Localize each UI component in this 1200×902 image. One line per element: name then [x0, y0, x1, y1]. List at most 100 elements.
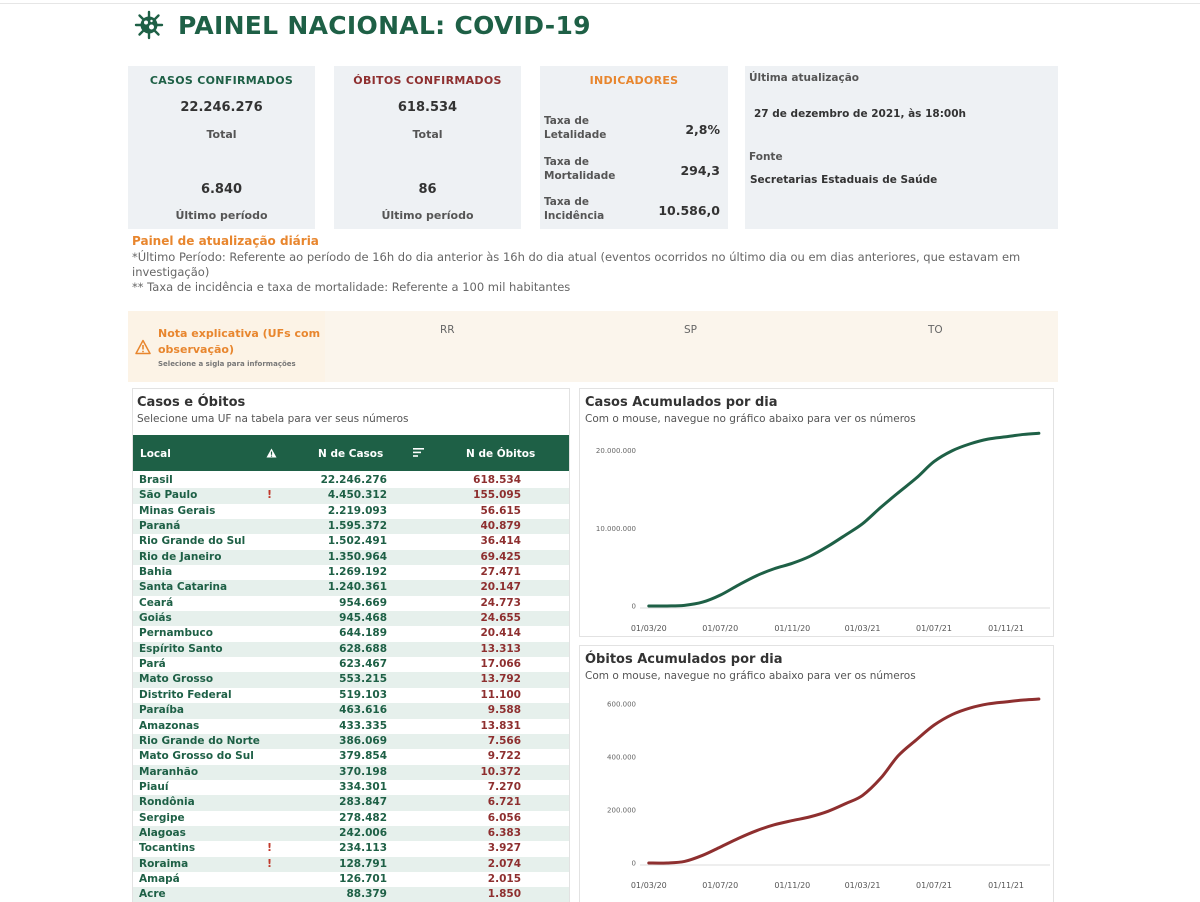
row-local: Rio Grande do Sul [139, 535, 246, 548]
header-cases[interactable]: N de Casos [318, 448, 384, 460]
row-local: Pernambuco [139, 627, 213, 640]
y-tick-label: 10.000.000 [596, 525, 636, 533]
header-local[interactable]: Local [140, 448, 171, 460]
cases-chart[interactable]: 0 10.000.000 20.000.000 01/03/20 01/07/20 01/… [580, 389, 1055, 638]
uf-button-rr[interactable]: RR [440, 324, 455, 336]
row-cases: 379.854 [339, 750, 387, 763]
row-local: Roraima [139, 857, 189, 870]
row-deaths: 13.313 [480, 642, 521, 655]
x-tick-label: 01/07/20 [702, 624, 738, 633]
header-deaths[interactable]: N de Óbitos [466, 448, 536, 460]
row-cases: 433.335 [339, 719, 387, 732]
table-row[interactable]: Piauí 334.301 7.270 [133, 780, 569, 795]
uf-button-to[interactable]: TO [928, 324, 943, 336]
table-row[interactable]: Rio Grande do Norte 386.069 7.566 [133, 733, 569, 750]
row-deaths: 6.056 [487, 811, 521, 824]
table-row[interactable]: Santa Catarina 1.240.361 20.147 [133, 580, 569, 596]
series-line[interactable] [647, 697, 1041, 865]
row-deaths: 36.414 [480, 535, 521, 548]
x-tick-label: 01/11/21 [988, 881, 1024, 890]
table-row[interactable]: Amazonas 433.335 13.831 [133, 719, 569, 734]
table-row[interactable]: Distrito Federal 519.103 11.100 [133, 688, 569, 703]
row-cases: 126.701 [339, 872, 387, 885]
table-row[interactable]: Bahia 1.269.192 27.471 [133, 565, 569, 580]
row-cases: 4.450.312 [327, 489, 387, 502]
cases-period: 6.840 [200, 182, 243, 197]
deaths-period: 86 [418, 182, 437, 197]
sort-icon[interactable] [413, 447, 425, 459]
row-local: Maranhão [139, 765, 199, 778]
table-row[interactable]: Espírito Santo 628.688 13.313 [133, 641, 569, 658]
uf-button-sp[interactable]: SP [684, 324, 697, 336]
row-deaths: 7.270 [487, 780, 521, 793]
row-deaths: 17.066 [480, 658, 521, 671]
table-subtitle: Selecione uma UF na tabela para ver seus… [137, 413, 409, 425]
row-local: Rio de Janeiro [139, 550, 222, 563]
row-deaths: 9.588 [487, 704, 521, 717]
update-card [745, 66, 1058, 229]
table-row[interactable]: Rio de Janeiro 1.350.964 69.425 [133, 549, 569, 566]
y-tick-label: 0 [632, 603, 636, 611]
cases-chart-panel: Casos Acumulados por dia Com o mouse, na… [579, 388, 1054, 637]
row-local: Amazonas [139, 719, 200, 732]
alert-icon [266, 448, 277, 458]
notes-line-2: investigação) [132, 265, 210, 279]
row-local: Distrito Federal [139, 688, 232, 701]
table-row[interactable]: Mato Grosso do Sul 379.854 9.722 [133, 749, 569, 764]
notes-line-1: *Último Período: Referente ao período de… [132, 250, 1021, 264]
table-row[interactable]: Pernambuco 644.189 20.414 [133, 626, 569, 641]
table-row[interactable]: Roraima! 128.791 2.074 [133, 856, 569, 872]
x-tick-label: 01/03/21 [845, 881, 881, 890]
table-row[interactable]: Amapá 126.701 2.015 [133, 872, 569, 887]
table-row[interactable]: Paraná 1.595.372 40.879 [133, 519, 569, 535]
cases-total-label: Total [206, 128, 237, 141]
row-cases: 88.379 [346, 888, 387, 901]
lethality-label: Taxa de Letalidade [544, 115, 607, 141]
table-row[interactable]: Alagoas 242.006 6.383 [133, 825, 569, 842]
row-deaths: 20.414 [480, 627, 521, 640]
row-deaths: 69.425 [480, 550, 521, 563]
row-local: Rio Grande do Norte [139, 734, 260, 747]
row-deaths: 6.721 [487, 796, 521, 809]
explanatory-note-title-line1: Nota explicativa (UFs com [158, 327, 321, 340]
x-tick-label: 01/11/20 [774, 881, 810, 890]
deaths-period-label: Último período [381, 209, 474, 222]
table-row[interactable]: Acre 88.379 1.850 [133, 887, 569, 902]
table-row[interactable]: Minas Gerais 2.219.093 56.615 [133, 504, 569, 519]
row-deaths: 1.850 [487, 888, 521, 901]
deaths-total-label: Total [412, 128, 443, 141]
top-divider [0, 3, 1200, 4]
row-deaths: 10.372 [480, 765, 521, 778]
cases-chart-title: Casos Acumulados por dia [585, 395, 778, 410]
incidence-value: 10.586,0 [658, 203, 720, 218]
deaths-chart[interactable]: 0 200.000 400.000 600.000 01/03/20 01/07/20 01… [580, 646, 1055, 902]
table-row[interactable]: Ceará 954.669 24.773 [133, 596, 569, 611]
row-cases: 234.113 [339, 842, 387, 855]
explanatory-note-title-line2: observação) [158, 343, 234, 356]
explanatory-note: Nota explicativa (UFs com observação) Se… [128, 311, 1058, 382]
table-row[interactable]: São Paulo! 4.450.312 155.095 [133, 488, 569, 504]
table-title: Casos e Óbitos [137, 395, 246, 410]
series-line[interactable] [647, 431, 1041, 608]
table-row[interactable]: Maranhão 370.198 10.372 [133, 764, 569, 780]
row-deaths: 9.722 [487, 750, 521, 763]
table-row[interactable]: Tocantins! 234.113 3.927 [133, 841, 569, 856]
table-row[interactable]: Paraíba 463.616 9.588 [133, 703, 569, 719]
deaths-card-title: ÓBITOS CONFIRMADOS [353, 74, 502, 87]
table-row[interactable]: Mato Grosso 553.215 13.792 [133, 672, 569, 688]
row-alert-flag: ! [267, 841, 273, 855]
notes-title: Painel de atualização diária [132, 234, 319, 248]
row-cases: 2.219.093 [327, 504, 387, 517]
explanatory-note-subtitle: Selecione a sigla para informações [158, 360, 296, 368]
notes-line-3: ** Taxa de incidência e taxa de mortalid… [132, 280, 571, 294]
table-row[interactable]: Pará 623.467 17.066 [133, 657, 569, 672]
table-row[interactable]: Brasil 22.246.276 618.534 [133, 473, 569, 488]
table-row[interactable]: Goiás 945.468 24.655 [133, 611, 569, 627]
row-deaths: 20.147 [480, 581, 521, 594]
table-row[interactable]: Rondônia 283.847 6.721 [133, 795, 569, 811]
table-row[interactable]: Rio Grande do Sul 1.502.491 36.414 [133, 534, 569, 549]
table-row[interactable]: Sergipe 278.482 6.056 [133, 811, 569, 826]
x-tick-label: 01/03/21 [845, 624, 881, 633]
row-cases: 283.847 [339, 796, 387, 809]
row-local: Tocantins [139, 842, 196, 855]
